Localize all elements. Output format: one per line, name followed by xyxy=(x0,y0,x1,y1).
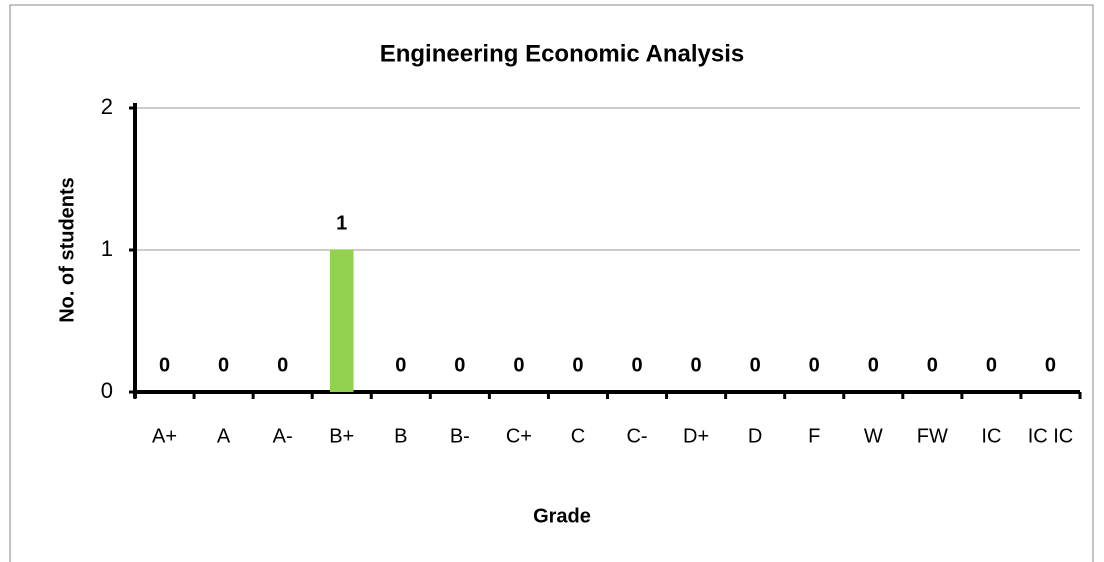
x-tick-label: W xyxy=(864,425,883,447)
data-label: 0 xyxy=(395,354,406,376)
data-label: 0 xyxy=(218,354,229,376)
data-label: 0 xyxy=(927,354,938,376)
x-tick-label: A xyxy=(217,425,231,447)
y-axis-label: No. of students xyxy=(56,177,78,323)
bar xyxy=(329,250,354,392)
y-tick-label: 0 xyxy=(101,378,113,403)
y-tick-label: 2 xyxy=(101,94,113,119)
x-axis-label: Grade xyxy=(533,505,591,527)
x-tick-label: D+ xyxy=(683,425,709,447)
data-label: 1 xyxy=(336,212,347,234)
x-tick-label: C- xyxy=(626,425,647,447)
chart-frame xyxy=(9,4,1094,562)
x-tick-label: F xyxy=(808,425,820,447)
data-label: 0 xyxy=(1045,354,1056,376)
data-label: 0 xyxy=(159,354,170,376)
data-label: 0 xyxy=(809,354,820,376)
x-tick-label: C xyxy=(571,425,585,447)
x-tick-label: FW xyxy=(917,425,948,447)
data-label: 0 xyxy=(277,354,288,376)
chart-title: Engineering Economic Analysis xyxy=(380,40,745,67)
data-label: 0 xyxy=(986,354,997,376)
data-label: 0 xyxy=(750,354,761,376)
data-label: 0 xyxy=(572,354,583,376)
x-tick-label: C+ xyxy=(506,425,532,447)
data-label: 0 xyxy=(868,354,879,376)
data-label: 0 xyxy=(691,354,702,376)
data-label: 0 xyxy=(454,354,465,376)
x-tick-label: D xyxy=(748,425,762,447)
x-tick-label: B+ xyxy=(329,425,354,447)
x-tick-label: A+ xyxy=(152,425,177,447)
data-label: 0 xyxy=(513,354,524,376)
x-tick-label: IC xyxy=(981,425,1001,447)
y-tick-label: 1 xyxy=(101,236,113,261)
x-tick-label: IC IC xyxy=(1028,425,1074,447)
x-tick-label: B xyxy=(394,425,407,447)
data-label: 0 xyxy=(631,354,642,376)
x-tick-label: A- xyxy=(273,425,293,447)
x-tick-label: B- xyxy=(450,425,470,447)
